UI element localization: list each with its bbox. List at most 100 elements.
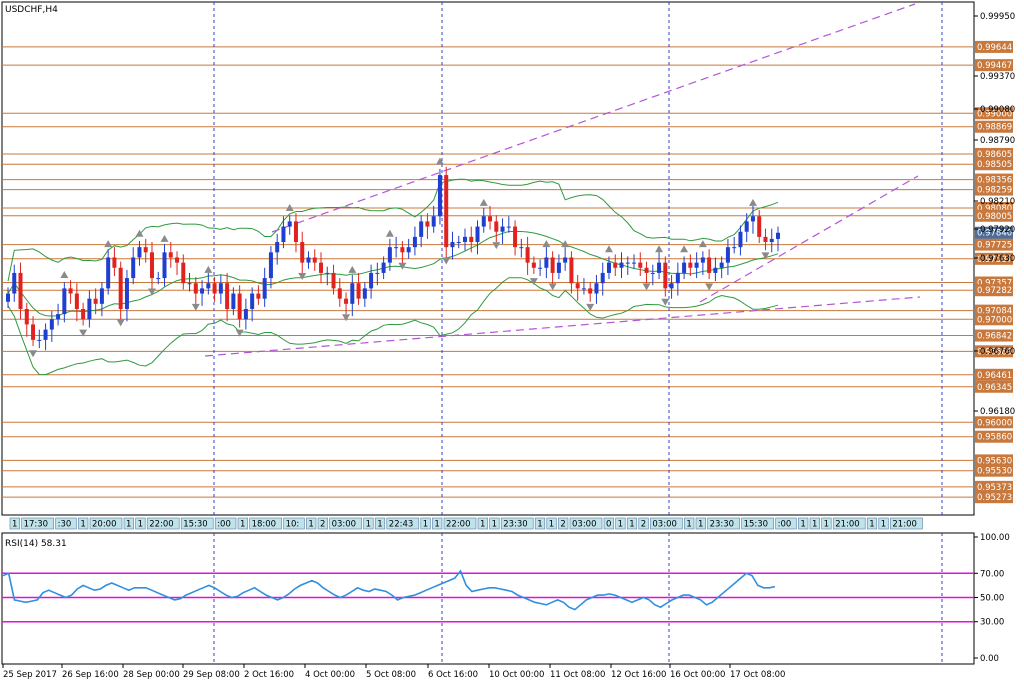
bull-candle: [99, 288, 104, 304]
bull-candle: [325, 272, 330, 274]
y-tick-label: 0.98790: [980, 136, 1015, 146]
bull-candle: [625, 262, 630, 264]
level-label: 0.98356: [977, 176, 1012, 186]
fractal-down: [492, 242, 501, 250]
timeline-box-label: 22:00: [149, 520, 174, 530]
timeline-box: [866, 517, 878, 530]
rsi-series-line: [2, 569, 776, 611]
level-label-bg: [975, 40, 1013, 53]
bull-candle: [713, 267, 718, 273]
x-tick-label: 26 Sep 16:00: [62, 670, 119, 680]
timeline-box: [798, 517, 809, 530]
timeline-box-label: 21:00: [892, 520, 917, 530]
level-label: 0.95860: [977, 433, 1012, 443]
bear-candle: [293, 221, 298, 243]
y-tick-label: 0.96760: [980, 347, 1015, 357]
level-label: 0.96842: [977, 332, 1012, 342]
bull-candle: [450, 242, 455, 248]
level-label-bg: [975, 454, 1013, 467]
bear-candle: [707, 257, 712, 273]
fractal-up: [160, 234, 169, 242]
bull-candle: [281, 226, 286, 243]
timeline-box: [741, 517, 774, 530]
timeline-box-label: :00: [217, 520, 231, 530]
timeline-box-label: 1: [549, 520, 554, 530]
bear-candle: [525, 247, 530, 263]
timeline-box: [135, 517, 146, 530]
bear-candle: [763, 236, 768, 243]
bear-candle: [469, 236, 474, 243]
rsi-title: RSI(14) 58.31: [5, 539, 67, 549]
bull-candle: [682, 262, 687, 273]
level-label: 0.96000: [977, 418, 1012, 428]
y-tick-label: 0.97920: [980, 225, 1015, 235]
timeline-box: [832, 517, 866, 530]
level-label: 0.99000: [977, 109, 1012, 119]
timeline-box: [615, 517, 626, 530]
level-label-bg: [975, 491, 1013, 504]
x-tick-label: 29 Sep 08:00: [183, 670, 240, 680]
bear-candle: [175, 257, 180, 263]
level-labels: 0.99644 0.99467 0.99000 0.98869 0.986050.985…: [975, 40, 1013, 504]
timeline-box-label: :00: [778, 520, 792, 530]
x-tick-label: 6 Oct 16:00: [428, 670, 478, 680]
bull-candle: [738, 231, 743, 248]
level-label: 0.98505: [977, 160, 1012, 170]
fractals: [29, 157, 770, 358]
bear-candle: [319, 262, 324, 273]
trendline[interactable]: [271, 3, 916, 233]
rsi-levels: [2, 572, 974, 623]
fractal-up: [285, 204, 294, 212]
bull-candle: [538, 267, 543, 269]
bear-candle: [588, 288, 593, 294]
bull-candle: [700, 257, 705, 263]
fractal-down: [79, 329, 88, 337]
bear-candle: [31, 324, 36, 340]
candles: [6, 166, 780, 351]
timeline-box: [695, 517, 706, 530]
timeline-box: [890, 517, 923, 530]
bull-candle: [406, 247, 411, 253]
trendline[interactable]: [699, 175, 919, 303]
timeline-box-label: 1: [480, 520, 485, 530]
timeline-box-label: 1: [824, 520, 829, 530]
bull-candle: [581, 288, 586, 290]
timeline-box-label: 17:30: [24, 520, 48, 530]
bull-candle: [563, 257, 568, 263]
timeline-box-label: 03:00: [652, 520, 677, 530]
bull-candle: [750, 216, 755, 222]
bear-candle: [488, 216, 493, 222]
bull-candle: [306, 257, 311, 263]
bull-candle: [250, 293, 255, 309]
fractal-up: [542, 240, 551, 248]
bear-candle: [149, 252, 154, 279]
level-label-bg: [975, 313, 1013, 326]
timeline-box: [775, 517, 797, 530]
timeline-box: [534, 517, 546, 530]
bull-candle: [87, 298, 92, 320]
level-label: 0.95630: [977, 456, 1012, 466]
timeline-box: [558, 517, 569, 530]
bull-candle: [394, 247, 399, 249]
bull-candle: [106, 257, 111, 289]
timeline-box-label: 10:: [286, 520, 300, 530]
y-tick-label: 0.96180: [980, 407, 1015, 417]
rsi-tick-label: 100.00: [980, 533, 1010, 543]
timeline-box: [626, 517, 638, 530]
timeline-box-label: 1: [492, 520, 497, 530]
level-label: 0.97000: [977, 315, 1012, 325]
bear-candle: [344, 298, 349, 304]
timeline-box-label: 03:00: [572, 520, 597, 530]
timeline-box: [317, 517, 328, 530]
bull-candle: [632, 262, 637, 264]
level-label: 0.97084: [977, 307, 1012, 317]
timeline-box: [707, 517, 740, 530]
x-tick-label: 10 Oct 00:00: [489, 670, 544, 680]
bull-candle: [719, 262, 724, 268]
bull-candle: [6, 293, 10, 302]
rsi-line: [2, 569, 776, 611]
trendline[interactable]: [204, 296, 921, 357]
bull-candle: [732, 247, 737, 249]
bull-candle: [206, 283, 211, 289]
